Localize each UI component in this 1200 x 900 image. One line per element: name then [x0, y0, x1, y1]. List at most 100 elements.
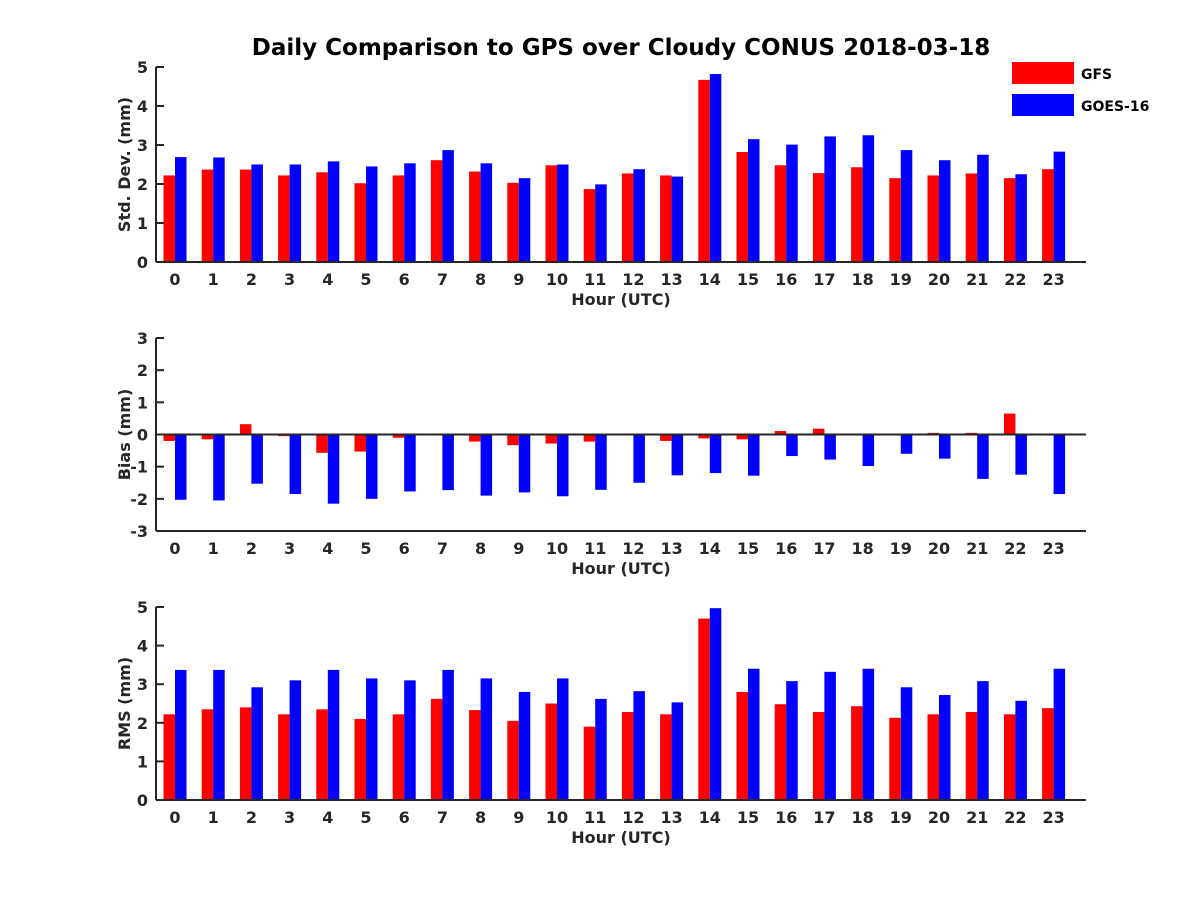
bias-bar-goes16-17	[824, 434, 836, 460]
bias-bar-gfs-6	[392, 434, 405, 438]
rms-bar-gfs-2	[239, 707, 252, 800]
bias-bar-goes16-9	[518, 434, 531, 493]
rms-bar-goes16-3	[289, 680, 302, 800]
std-dev-bar-goes16-3	[289, 164, 302, 262]
y-tick-label: 3	[137, 136, 148, 155]
std-dev-bar-gfs-12	[621, 173, 634, 262]
bias-bar-goes16-1	[213, 434, 225, 501]
bias-bar-goes16-16	[786, 434, 798, 457]
std-dev-bar-gfs-20	[927, 175, 939, 262]
y-tick-label: 3	[137, 675, 148, 694]
rms-bar-goes16-18	[862, 668, 875, 800]
x-tick-label: 3	[284, 808, 295, 827]
y-tick-label: 3	[137, 329, 148, 348]
std-dev-bar-goes16-23	[1053, 151, 1066, 262]
std-dev-bar-gfs-21	[965, 173, 978, 262]
y-tick-label: 0	[137, 253, 148, 272]
x-tick-label: 11	[584, 808, 606, 827]
chart-title: Daily Comparison to GPS over Cloudy CONU…	[252, 35, 990, 61]
bias-bar-goes16-4	[327, 434, 340, 504]
x-tick-label: 1	[208, 539, 219, 558]
rms-bar-gfs-16	[774, 704, 787, 800]
bias-bar-gfs-16	[774, 430, 787, 435]
bias-bar-gfs-8	[469, 434, 481, 442]
std-dev-bar-gfs-18	[851, 167, 863, 262]
y-tick-label: 0	[137, 426, 148, 445]
x-tick-label: 18	[851, 270, 873, 289]
bias-bar-gfs-15	[736, 434, 748, 440]
std-dev-bar-gfs-9	[507, 182, 519, 262]
x-tick-label: 3	[284, 270, 295, 289]
y-tick-label: 4	[137, 97, 148, 116]
std-dev-bar-goes16-11	[595, 184, 607, 262]
x-tick-label: 20	[928, 539, 950, 558]
rms-bar-gfs-10	[545, 703, 557, 800]
x-tick-label: 21	[966, 270, 988, 289]
std-dev-bar-gfs-5	[354, 183, 366, 262]
x-tick-label: 9	[513, 808, 524, 827]
x-tick-label: 3	[284, 539, 295, 558]
x-tick-label: 15	[737, 808, 759, 827]
y-tick-label: 1	[137, 393, 148, 412]
x-tick-label: 0	[169, 270, 180, 289]
x-tick-label: 12	[622, 270, 644, 289]
x-tick-label: 0	[169, 808, 180, 827]
x-tick-label: 1	[208, 808, 219, 827]
x-tick-label: 9	[513, 539, 524, 558]
x-tick-label: 23	[1042, 539, 1064, 558]
rms-bar-gfs-3	[278, 714, 290, 800]
rms-bar-gfs-6	[392, 714, 405, 800]
std-dev-bar-goes16-2	[251, 164, 263, 262]
legend: GFS GOES-16	[1012, 62, 1149, 116]
rms-bar-gfs-21	[965, 711, 978, 800]
rms-bar-goes16-22	[1015, 700, 1027, 800]
rms-bar-goes16-23	[1053, 668, 1066, 800]
x-tick-label: 10	[546, 270, 568, 289]
x-tick-label: 21	[966, 539, 988, 558]
bias-bar-goes16-18	[862, 434, 875, 467]
rms-bar-goes16-11	[595, 698, 607, 800]
x-tick-label: 17	[813, 270, 835, 289]
y-tick-label: 1	[137, 214, 148, 233]
x-tick-label: 6	[399, 539, 410, 558]
std-dev-bar-goes16-7	[442, 150, 454, 262]
bias-bar-goes16-12	[633, 434, 645, 483]
rms-bar-goes16-21	[977, 681, 989, 800]
x-tick-label: 2	[246, 808, 257, 827]
x-tick-label: 16	[775, 539, 797, 558]
std-dev-bar-gfs-6	[392, 175, 405, 262]
rms-bar-goes16-1	[213, 669, 225, 800]
bias-bar-gfs-1	[201, 434, 214, 440]
rms-bar-gfs-1	[201, 709, 214, 800]
rms-bar-gfs-15	[736, 691, 748, 800]
std-dev-bar-goes16-4	[327, 161, 340, 262]
rms-bar-gfs-5	[354, 718, 366, 800]
rms-bar-goes16-10	[557, 678, 569, 800]
rms-bar-gfs-20	[927, 714, 939, 800]
y-tick-label: 0	[137, 791, 148, 810]
bias-bar-gfs-14	[698, 434, 710, 439]
x-tick-label: 8	[475, 539, 486, 558]
x-tick-label: 4	[322, 539, 333, 558]
rms-bar-goes16-17	[824, 671, 836, 800]
rms-bar-goes16-14	[709, 608, 722, 800]
x-tick-label: 19	[890, 270, 912, 289]
std-dev-bar-gfs-0	[163, 175, 175, 262]
x-axis-label: Hour (UTC)	[571, 828, 671, 847]
std-dev-bar-goes16-13	[671, 176, 684, 262]
x-tick-label: 22	[1004, 270, 1026, 289]
std-dev-bar-goes16-12	[633, 169, 645, 262]
rms-bar-gfs-9	[507, 720, 519, 800]
x-tick-label: 7	[437, 539, 448, 558]
x-tick-label: 17	[813, 808, 835, 827]
y-tick-label: 2	[137, 361, 148, 380]
x-tick-label: 0	[169, 539, 180, 558]
std-dev-bar-goes16-19	[900, 150, 913, 262]
bias-bar-gfs-5	[354, 434, 366, 452]
bias-bar-goes16-21	[977, 434, 989, 479]
x-tick-label: 9	[513, 270, 524, 289]
std-dev-bar-gfs-11	[583, 189, 596, 262]
x-tick-label: 4	[322, 808, 333, 827]
rms-bar-goes16-9	[518, 691, 531, 800]
